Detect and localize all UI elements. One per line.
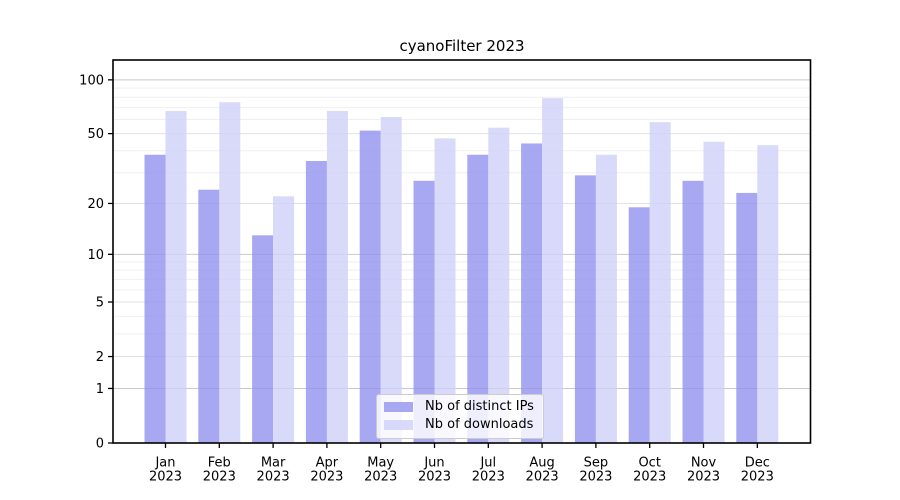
- x-tick-label-year: 2023: [257, 470, 290, 485]
- bar-downloads: [219, 102, 241, 444]
- bar-distinct-ips: [198, 189, 220, 443]
- y-tick-label: 10: [87, 248, 104, 263]
- y-tick-label: 50: [87, 127, 104, 142]
- bar-distinct-ips: [359, 130, 381, 443]
- x-tick-label-year: 2023: [526, 470, 559, 485]
- bar-downloads: [273, 196, 295, 443]
- bar-downloads: [380, 116, 402, 444]
- x-tick-label-year: 2023: [364, 470, 397, 485]
- y-tick-label: 0: [96, 437, 104, 452]
- legend-label-downloads: Nb of downloads: [425, 417, 534, 432]
- x-tick-label-year: 2023: [741, 470, 774, 485]
- x-tick-label-year: 2023: [203, 470, 236, 485]
- y-tick-label: 20: [87, 197, 104, 212]
- bar-distinct-ips: [736, 192, 758, 443]
- bar-downloads: [703, 141, 725, 444]
- x-tick-label-year: 2023: [149, 470, 182, 485]
- legend-label-distinct-ips: Nb of distinct IPs: [425, 399, 534, 414]
- bar-downloads: [434, 138, 456, 443]
- x-tick-label-month: Aug: [529, 456, 554, 471]
- bar-distinct-ips: [628, 207, 650, 443]
- plot-frame: [112, 59, 812, 444]
- x-tick-label-month: May: [367, 456, 394, 471]
- bar-distinct-ips: [467, 154, 489, 443]
- bar-distinct-ips: [305, 161, 327, 444]
- bar-distinct-ips: [413, 180, 435, 443]
- x-tick-label-month: Sep: [584, 456, 609, 471]
- bar-downloads: [326, 110, 348, 444]
- bar-distinct-ips: [682, 180, 704, 443]
- x-tick-label-month: Dec: [745, 456, 770, 471]
- bar-downloads: [757, 145, 779, 443]
- legend-item-downloads: Nb of downloads: [384, 418, 537, 432]
- y-tick-label: 2: [96, 350, 104, 365]
- bar-downloads: [542, 98, 564, 443]
- chart-title: cyanoFilter 2023: [399, 37, 525, 55]
- y-tick-label: 1: [96, 382, 104, 397]
- x-tick-label-year: 2023: [472, 470, 505, 485]
- x-tick-label-month: Mar: [261, 456, 286, 471]
- legend-item-distinct-ips: Nb of distinct IPs: [384, 400, 537, 414]
- bar-downloads: [595, 154, 617, 443]
- legend: Nb of distinct IPs Nb of downloads: [376, 394, 544, 439]
- bar-downloads: [488, 127, 510, 443]
- x-tick-label-month: Jan: [154, 456, 175, 471]
- y-tick-label: 5: [96, 296, 104, 311]
- legend-swatch-distinct-ips: [384, 402, 413, 412]
- x-tick-label-month: Feb: [208, 456, 231, 471]
- x-tick-label-year: 2023: [579, 470, 612, 485]
- y-tick-label: 100: [79, 73, 104, 88]
- bar-distinct-ips: [252, 235, 274, 443]
- bar-distinct-ips: [574, 175, 596, 443]
- bar-distinct-ips: [521, 143, 543, 443]
- x-tick-label-month: Jun: [423, 456, 444, 471]
- bar-downloads: [165, 110, 187, 444]
- x-tick-label-month: Nov: [691, 456, 717, 471]
- bar-downloads: [649, 122, 671, 444]
- x-tick-label-year: 2023: [418, 470, 451, 485]
- x-tick-label-year: 2023: [633, 470, 666, 485]
- x-tick-label-year: 2023: [310, 470, 343, 485]
- bar-distinct-ips: [144, 154, 166, 443]
- legend-swatch-downloads: [384, 420, 413, 430]
- x-tick-label-year: 2023: [687, 470, 720, 485]
- x-tick-label-month: Apr: [316, 456, 339, 471]
- x-tick-label-month: Jul: [479, 456, 496, 471]
- x-tick-label-month: Oct: [638, 456, 660, 471]
